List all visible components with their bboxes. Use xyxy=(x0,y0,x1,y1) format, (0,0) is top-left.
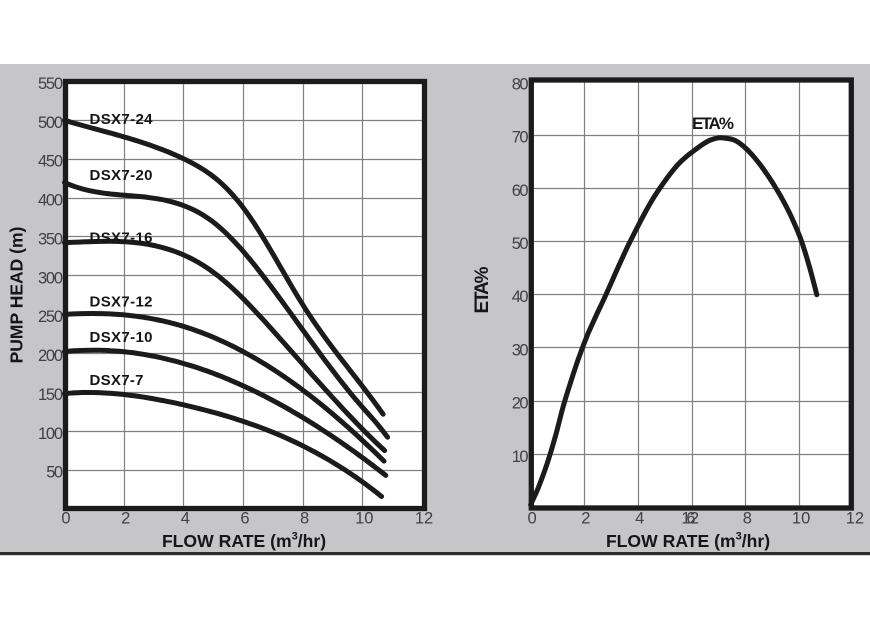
svg-text:0: 0 xyxy=(528,510,537,528)
svg-text:DSX7-7: DSX7-7 xyxy=(90,372,144,389)
svg-text:12: 12 xyxy=(415,510,433,528)
svg-text:400: 400 xyxy=(38,192,63,210)
svg-text:30: 30 xyxy=(512,341,529,359)
svg-text:0: 0 xyxy=(61,510,70,528)
svg-text:10: 10 xyxy=(355,510,373,528)
svg-text:550: 550 xyxy=(38,75,63,93)
svg-text:8: 8 xyxy=(300,510,309,528)
svg-text:8: 8 xyxy=(743,510,752,528)
svg-text:20: 20 xyxy=(512,395,529,413)
svg-text:300: 300 xyxy=(38,269,63,287)
svg-text:FLOW RATE (m3/hr): FLOW RATE (m3/hr) xyxy=(606,531,770,552)
svg-text:10: 10 xyxy=(792,510,810,528)
svg-text:80: 80 xyxy=(512,75,529,93)
svg-text:350: 350 xyxy=(38,230,63,248)
svg-text:6: 6 xyxy=(240,510,249,528)
svg-text:2: 2 xyxy=(121,510,130,528)
svg-text:ETA%: ETA% xyxy=(472,266,493,313)
svg-text:2: 2 xyxy=(581,510,590,528)
svg-text:DSX7-20: DSX7-20 xyxy=(90,167,153,184)
svg-text:10: 10 xyxy=(512,448,529,466)
svg-text:60: 60 xyxy=(512,182,529,200)
svg-text:450: 450 xyxy=(38,153,63,171)
svg-text:DSX7-24: DSX7-24 xyxy=(90,111,154,128)
svg-text:50: 50 xyxy=(512,235,529,253)
svg-text:50: 50 xyxy=(46,464,63,482)
svg-text:FLOW RATE (m3/hr): FLOW RATE (m3/hr) xyxy=(162,531,326,552)
svg-text:200: 200 xyxy=(38,347,63,365)
svg-text:6: 6 xyxy=(686,510,695,528)
svg-text:DSX7-12: DSX7-12 xyxy=(90,294,153,311)
svg-text:40: 40 xyxy=(512,288,529,306)
svg-text:DSX7-16: DSX7-16 xyxy=(90,230,153,247)
svg-text:DSX7-10: DSX7-10 xyxy=(90,329,153,346)
svg-text:100: 100 xyxy=(38,425,63,443)
svg-text:PUMP HEAD (m): PUMP HEAD (m) xyxy=(7,227,27,364)
svg-text:150: 150 xyxy=(38,386,63,404)
svg-text:250: 250 xyxy=(38,308,63,326)
svg-text:500: 500 xyxy=(38,114,63,132)
svg-text:2: 2 xyxy=(690,510,699,528)
svg-text:70: 70 xyxy=(512,129,529,147)
svg-text:ETA%: ETA% xyxy=(692,114,734,133)
svg-text:12: 12 xyxy=(846,510,864,528)
svg-text:4: 4 xyxy=(635,510,644,528)
svg-text:4: 4 xyxy=(181,510,190,528)
svg-text:1: 1 xyxy=(681,510,690,528)
